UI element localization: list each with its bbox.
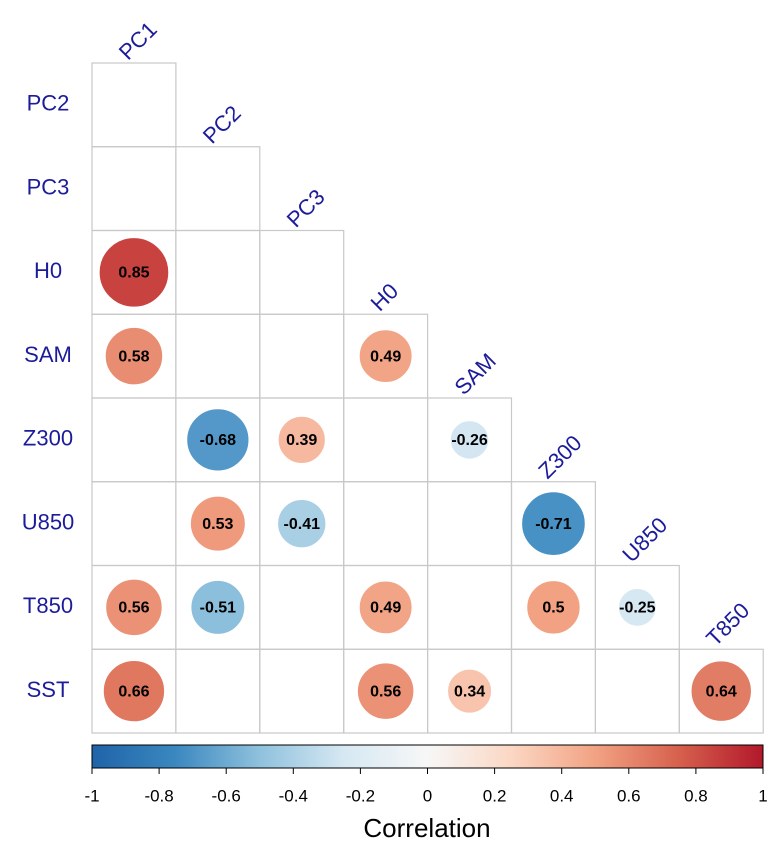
cell xyxy=(510,648,597,734)
colorbar-tick-label: 1 xyxy=(758,786,767,805)
cell xyxy=(259,313,345,399)
corr-circle xyxy=(105,578,163,637)
colorbar-tick-label: 0.4 xyxy=(550,786,574,805)
corr-circle xyxy=(104,326,164,386)
colorbar-tick-label: 0.8 xyxy=(684,786,708,805)
corr-value: 0.34 xyxy=(454,683,485,700)
corr-value: 0.56 xyxy=(118,600,149,617)
cell xyxy=(259,648,345,734)
corr-circle xyxy=(449,420,490,460)
row-label: SST xyxy=(27,677,70,702)
colorbar-tick-label: 0.6 xyxy=(617,786,641,805)
corr-circle xyxy=(189,495,246,552)
row-label: PC2 xyxy=(27,91,70,116)
cell xyxy=(259,564,345,650)
corr-value: -0.68 xyxy=(200,432,237,449)
corr-value: 0.49 xyxy=(370,600,401,617)
cell xyxy=(259,229,345,315)
colorbar-label: Correlation xyxy=(363,813,490,843)
column-label: PC2 xyxy=(198,100,246,148)
corr-circle xyxy=(358,329,413,384)
colorbar-tick-label: -1 xyxy=(84,786,99,805)
column-label: U850 xyxy=(617,512,672,567)
row-label: SAM xyxy=(24,342,72,367)
corr-circle xyxy=(690,660,752,722)
corr-value: 0.53 xyxy=(202,516,233,533)
row-label: T850 xyxy=(23,593,73,618)
row-label: Z300 xyxy=(23,426,73,451)
cell xyxy=(427,481,513,567)
cell xyxy=(175,648,261,734)
cell xyxy=(343,481,429,567)
corr-circle xyxy=(526,580,581,635)
cell xyxy=(427,564,513,650)
cell xyxy=(91,62,177,148)
corr-circle xyxy=(277,498,327,549)
corr-value: -0.41 xyxy=(284,516,321,533)
corr-circle xyxy=(447,668,493,714)
colorbar-tick-label: 0.2 xyxy=(483,786,507,805)
cell xyxy=(91,397,177,483)
corr-circle xyxy=(358,580,413,635)
column-label: PC1 xyxy=(114,17,162,65)
corr-value: 0.5 xyxy=(542,600,564,617)
corr-value: 0.56 xyxy=(370,683,401,700)
corr-value: 0.85 xyxy=(118,265,149,282)
colorbar-tick-label: 0 xyxy=(423,786,432,805)
column-label: T850 xyxy=(701,598,754,651)
cell xyxy=(678,648,764,734)
column-label: SAM xyxy=(450,348,501,399)
corr-circle xyxy=(98,237,170,308)
corr-value: 0.58 xyxy=(118,348,149,365)
corr-circle xyxy=(186,408,250,472)
colorbar-tick-label: -0.2 xyxy=(346,786,375,805)
cell xyxy=(343,397,429,483)
row-label: U850 xyxy=(22,509,75,534)
column-label: Z300 xyxy=(533,430,586,483)
cell xyxy=(175,146,261,232)
cell xyxy=(175,229,261,315)
column-label: PC3 xyxy=(282,184,330,232)
row-label: PC3 xyxy=(27,174,70,199)
colorbar-tick-label: -0.8 xyxy=(144,786,173,805)
corr-circle xyxy=(356,662,415,720)
colorbar-tick-label: -0.4 xyxy=(279,786,308,805)
corr-circle xyxy=(617,587,657,627)
corr-value: 0.66 xyxy=(118,683,149,700)
colorbar xyxy=(91,744,764,769)
corr-circle xyxy=(521,491,586,556)
corr-circle xyxy=(190,579,246,635)
cell xyxy=(91,146,177,232)
cell xyxy=(594,648,680,734)
corr-value: 0.49 xyxy=(370,348,401,365)
column-label: H0 xyxy=(366,278,404,316)
corr-value: -0.25 xyxy=(619,600,656,617)
corr-value: 0.39 xyxy=(286,432,317,449)
row-label: H0 xyxy=(34,258,62,283)
colorbar-tick-label: -0.6 xyxy=(212,786,241,805)
cell xyxy=(175,313,261,399)
corr-value: -0.71 xyxy=(535,516,572,533)
corr-value: -0.26 xyxy=(451,432,488,449)
corr-value: 0.64 xyxy=(706,683,737,700)
corr-circle xyxy=(277,415,326,464)
cell xyxy=(91,481,177,567)
corr-value: -0.51 xyxy=(200,600,237,617)
corr-circle xyxy=(102,659,166,723)
